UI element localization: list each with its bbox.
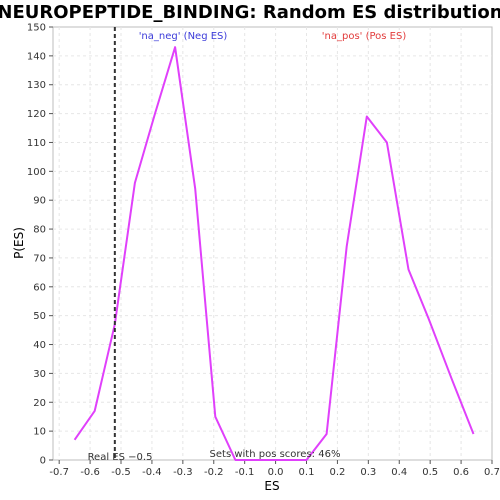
y-tick-label: 140 bbox=[27, 51, 46, 62]
y-tick-label: 90 bbox=[33, 196, 46, 207]
y-tick-label: 40 bbox=[33, 340, 46, 351]
x-tick-label: 0.1 bbox=[299, 467, 315, 478]
y-tick-label: 20 bbox=[33, 398, 46, 409]
plot-area bbox=[52, 26, 493, 461]
x-tick-label: 0.4 bbox=[391, 467, 407, 478]
x-tick-label: -0.1 bbox=[235, 467, 255, 478]
x-tick-label: 0.3 bbox=[360, 467, 376, 478]
pos-legend-label: 'na_pos' (Pos ES) bbox=[322, 31, 407, 42]
x-tick-label: -0.6 bbox=[80, 467, 100, 478]
y-tick-label: 30 bbox=[33, 369, 46, 380]
x-tick-label: -0.7 bbox=[49, 467, 69, 478]
y-tick-label: 50 bbox=[33, 311, 46, 322]
x-tick-label: -0.4 bbox=[142, 467, 162, 478]
chart-title: NEUROPEPTIDE_BINDING: Random ES distribu… bbox=[0, 2, 500, 23]
x-axis-label: ES bbox=[264, 479, 279, 493]
y-tick-label: 60 bbox=[33, 282, 46, 293]
x-tick-label: -0.3 bbox=[173, 467, 193, 478]
sets-with-pos-label: Sets with pos scores: 46% bbox=[210, 449, 341, 460]
y-tick-label: 120 bbox=[27, 109, 46, 120]
x-tick-label: 0.5 bbox=[422, 467, 438, 478]
y-tick-label: 100 bbox=[27, 167, 46, 178]
y-tick-label: 10 bbox=[33, 427, 46, 438]
series-line bbox=[73, 46, 475, 461]
grid-layer bbox=[53, 27, 492, 460]
x-tick-label: 0.0 bbox=[268, 467, 284, 478]
y-tick-label: 80 bbox=[33, 225, 46, 236]
series-layer bbox=[73, 46, 475, 461]
y-tick-label: 0 bbox=[40, 456, 46, 467]
x-tick-label: 0.7 bbox=[484, 467, 500, 478]
real-es-label: Real ES −0.5 bbox=[88, 452, 153, 463]
x-tick-label: -0.2 bbox=[204, 467, 224, 478]
x-tick-label: 0.6 bbox=[453, 467, 469, 478]
neg-legend-label: 'na_neg' (Neg ES) bbox=[139, 31, 228, 42]
y-axis-label: P(ES) bbox=[12, 227, 26, 259]
y-tick-label: 70 bbox=[33, 253, 46, 264]
x-tick-label: -0.5 bbox=[111, 467, 131, 478]
y-tick-label: 130 bbox=[27, 80, 46, 91]
y-tick-label: 110 bbox=[27, 138, 46, 149]
axes-layer: 0 10 20 30 40 50 60 70 80 90 100 110 120 130 140 150 -0.… bbox=[27, 23, 500, 479]
y-tick-label: 150 bbox=[27, 23, 46, 34]
x-tick-label: 0.2 bbox=[329, 467, 345, 478]
